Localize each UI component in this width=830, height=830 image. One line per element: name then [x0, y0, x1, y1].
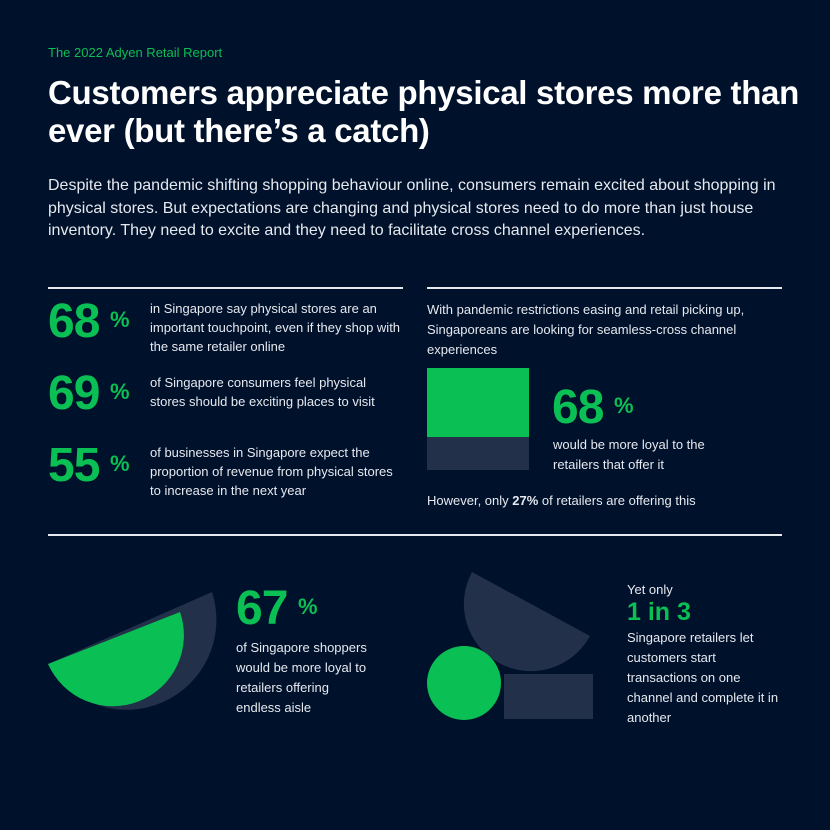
green-half-disc [48, 612, 184, 707]
stat-text: in Singapore say physical stores are an … [150, 301, 401, 354]
stat-value: 55 [48, 439, 100, 492]
stat-value: 1 in 3 [627, 598, 691, 626]
stat-text: of Singapore consumers feel physical sto… [150, 375, 375, 409]
stat-text: of Singapore shoppers would be more loya… [236, 640, 367, 715]
stat-value: 67 [236, 582, 288, 635]
stat-text: would be more loyal to the retailers tha… [553, 437, 705, 472]
dark-half-disc-right [463, 572, 590, 672]
stat-unit: % [110, 379, 130, 404]
page-title: Customers appreciate physical stores mor… [48, 74, 799, 149]
loyalty-bar-fill [427, 368, 529, 438]
stat-unit: % [614, 393, 634, 418]
stat-unit: % [298, 594, 318, 619]
intro-paragraph: Despite the pandemic shifting shopping b… [48, 177, 776, 239]
divider [48, 534, 782, 536]
stat-unit: % [110, 307, 130, 332]
stat-block: 69% [48, 370, 148, 418]
stat-unit: % [110, 451, 130, 476]
loyalty-bar [427, 368, 529, 470]
stat-block: 55% [48, 442, 148, 490]
report-kicker: The 2022 Adyen Retail Report [48, 45, 223, 60]
stat-block: 68% [48, 298, 148, 346]
divider [48, 287, 403, 289]
footer-highlight: 27% [512, 493, 539, 508]
divider [427, 287, 782, 289]
footer-text: However, only [427, 493, 513, 508]
dark-rectangle [504, 674, 593, 719]
cross-channel-footer: However, only 27% of retailers are offer… [427, 491, 787, 511]
transactions-pre: Yet only [627, 582, 673, 597]
cross-channel-intro: With pandemic restrictions easing and re… [427, 302, 745, 357]
stat-value: 68 [552, 381, 604, 434]
stat-value: 69 [48, 367, 100, 420]
stat-text: Singapore retailers let customers start … [627, 630, 779, 725]
green-circle [427, 646, 501, 720]
stat-value: 68 [48, 295, 100, 348]
stat-text: of businesses in Singapore expect the pr… [150, 445, 393, 498]
footer-text: of retailers are offering this [538, 493, 696, 508]
